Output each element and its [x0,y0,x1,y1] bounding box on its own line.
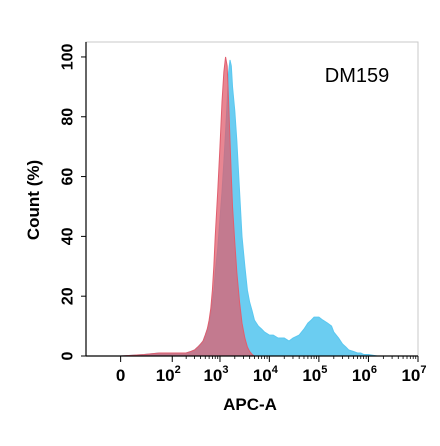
y-tick-label: 0 [60,351,77,360]
y-tick-label: 20 [60,287,77,305]
x-tick-label: 104 [253,364,279,385]
x-tick-label: 103 [203,364,228,385]
x-tick-label: 102 [156,364,181,385]
x-tick-label: 106 [352,364,377,385]
axes [81,41,419,362]
x-axis-title: APC-A [223,395,277,414]
series-fills [86,56,418,357]
series-area-2 [86,56,418,357]
x-tick-label: 105 [302,364,327,385]
annotation-label: DM159 [325,65,389,87]
x-tick-label: 107 [401,364,426,385]
series-area-1 [86,59,418,357]
y-tick-label: 40 [60,227,77,245]
y-axis-title: Count (%) [24,160,43,240]
x-tick-label: 0 [116,366,125,385]
tick-labels: 0 20 40 60 80 100 0 102 103 104 105 106 107 [60,44,427,385]
y-tick-label: 100 [60,44,77,71]
y-tick-label: 60 [60,168,77,186]
y-tick-label: 80 [60,108,77,126]
